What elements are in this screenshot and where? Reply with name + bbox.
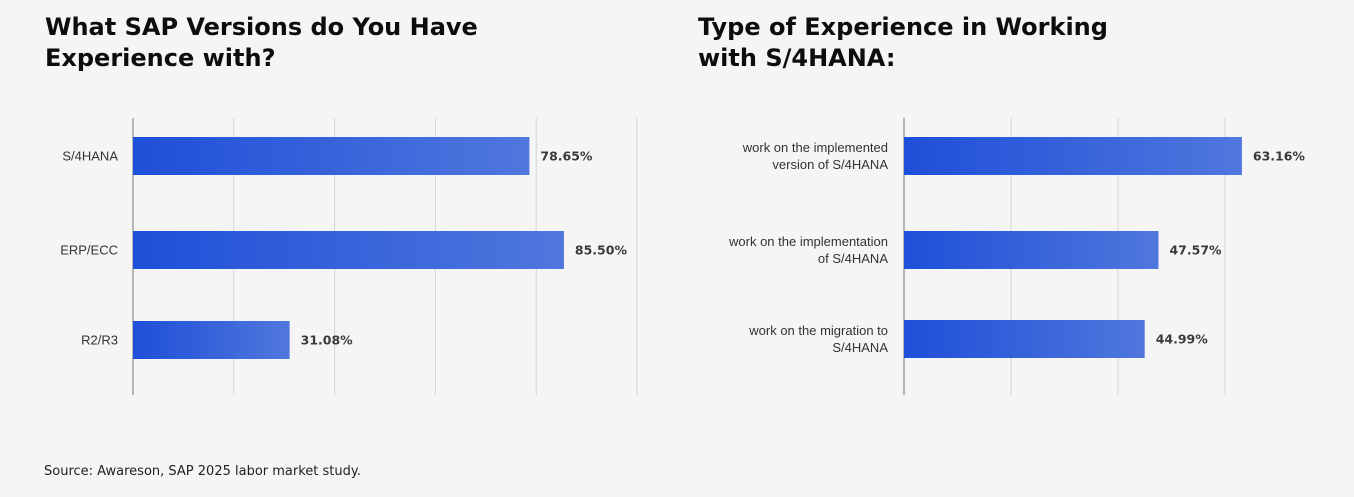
title-line: What SAP Versions do You Have	[45, 13, 478, 41]
category-label: R2/R3	[81, 333, 118, 348]
category-label-line: of S/4HANA	[818, 251, 888, 266]
title-line: Experience with?	[45, 44, 276, 72]
source-note: Source: Awareson, SAP 2025 labor market …	[44, 464, 361, 479]
title-line: with S/4HANA:	[698, 44, 896, 72]
category-label: work on the implemented version of S/4HAN…	[742, 140, 889, 172]
bar	[133, 137, 530, 175]
bar-value-label: 44.99%	[1156, 332, 1209, 347]
bar-chart-s4hana-experience: 63.16% work on the implemented version of …	[728, 118, 1305, 395]
bar-value-label: 78.65%	[540, 149, 593, 164]
bar-value-label: 63.16%	[1253, 149, 1306, 164]
category-label-line: ERP/ECC	[60, 243, 118, 258]
bar	[133, 321, 290, 359]
category-label-line: version of S/4HANA	[772, 157, 888, 172]
bar-value-label: 31.08%	[301, 333, 354, 348]
category-label-line: work on the migration to	[748, 323, 888, 338]
bar	[904, 231, 1159, 269]
category-label-line: S/4HANA	[832, 340, 888, 355]
title-line: Type of Experience in Working	[698, 13, 1108, 41]
bar	[133, 231, 564, 269]
category-label-line: work on the implemented	[742, 140, 888, 155]
chart-title-sap-versions: What SAP Versions do You Have Experience…	[45, 12, 478, 74]
category-label-line: work on the implementation	[728, 234, 888, 249]
bar-chart-sap-versions: 78.65% S/4HANA 85.50% ERP/ECC 31.08% R2/R3	[60, 118, 638, 395]
category-label-line: S/4HANA	[62, 149, 118, 164]
bar-value-label: 85.50%	[575, 243, 628, 258]
category-label-line: R2/R3	[81, 333, 118, 348]
bar	[904, 137, 1242, 175]
chart-title-s4hana-experience: Type of Experience in Working with S/4HA…	[698, 12, 1108, 74]
category-label: work on the migration to S/4HANA	[748, 323, 888, 355]
bar	[904, 320, 1145, 358]
category-label: ERP/ECC	[60, 243, 118, 258]
bar-value-label: 47.57%	[1169, 243, 1222, 258]
category-label: S/4HANA	[62, 149, 118, 164]
category-label: work on the implementation of S/4HANA	[728, 234, 888, 266]
